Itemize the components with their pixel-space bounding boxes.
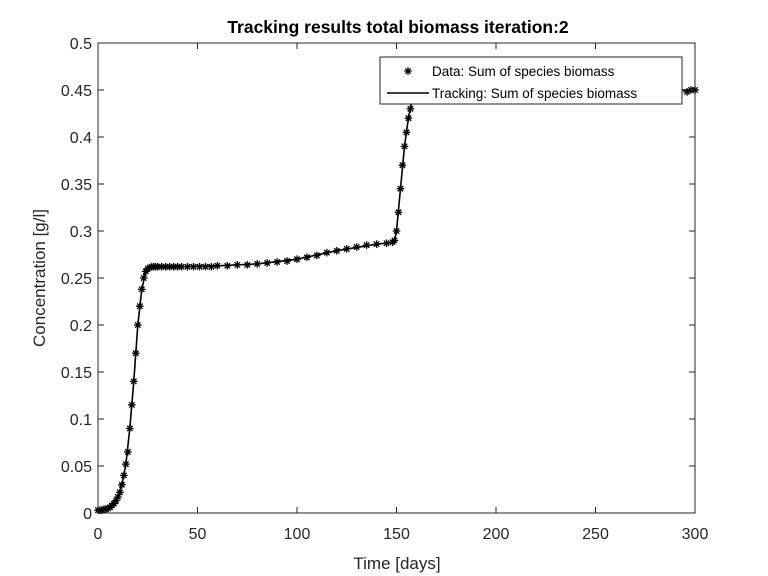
ticks-layer: 0 50 100 150 200 250 300 0 0.05 0.1 0.15 0.2 0.25 0.3… xyxy=(61,36,709,543)
data-point xyxy=(116,488,124,497)
data-point xyxy=(243,261,252,269)
data-point xyxy=(201,262,210,271)
data-point xyxy=(396,184,405,193)
data-point xyxy=(253,260,261,268)
data-point xyxy=(223,261,232,270)
data-point xyxy=(283,257,291,265)
data-point xyxy=(128,401,136,409)
x-axis-label: Time [days] xyxy=(353,554,440,573)
y-tick-label: 0.5 xyxy=(70,36,92,53)
data-point xyxy=(333,246,341,255)
data-point xyxy=(404,114,413,122)
data-point xyxy=(263,259,271,267)
x-tick-label: 300 xyxy=(682,526,709,543)
legend-entry-data: Data: Sum of species biomass xyxy=(432,64,615,79)
data-point xyxy=(233,261,242,269)
y-tick-label: 0.35 xyxy=(61,177,92,194)
data-point xyxy=(134,321,142,329)
y-tick-label: 0.25 xyxy=(61,271,92,288)
data-point xyxy=(137,285,146,294)
data-point xyxy=(132,349,140,357)
data-point xyxy=(400,142,409,151)
y-tick-label: 0.15 xyxy=(61,365,92,382)
data-point xyxy=(124,448,132,456)
data-point xyxy=(213,261,222,270)
data-point xyxy=(372,240,381,248)
axes-box xyxy=(97,42,696,514)
data-point xyxy=(139,274,148,282)
x-tick-label: 50 xyxy=(189,526,207,543)
x-tick-label: 0 xyxy=(94,526,103,543)
data-point xyxy=(130,377,138,386)
y-axis-label: Concentration [g/l] xyxy=(30,209,49,347)
legend-data-marker xyxy=(404,67,412,75)
x-tick-label: 150 xyxy=(383,526,410,543)
legend-box xyxy=(379,56,683,105)
data-point xyxy=(293,255,301,263)
data-point xyxy=(402,128,411,137)
y-tick-label: 0.3 xyxy=(70,224,92,241)
y-tick-label: 0.1 xyxy=(70,412,92,429)
y-tick-label: 0 xyxy=(83,506,92,523)
data-point xyxy=(394,208,403,216)
data-point xyxy=(342,245,351,253)
y-tick-label: 0.05 xyxy=(61,459,92,476)
data-point xyxy=(118,481,126,489)
data-point xyxy=(406,105,415,113)
legend-entry-tracking: Tracking: Sum of species biomass xyxy=(432,86,637,101)
data-point xyxy=(189,262,198,271)
data-point xyxy=(120,471,128,480)
data-point xyxy=(382,239,391,248)
y-tick-label: 0.4 xyxy=(70,130,92,147)
data-point xyxy=(398,161,407,169)
data-point xyxy=(207,262,216,271)
data-point xyxy=(313,251,321,260)
data-point xyxy=(352,243,361,251)
data-point xyxy=(392,227,401,235)
data-point xyxy=(135,302,144,310)
chart-title: Tracking results total biomass iteration… xyxy=(227,17,569,37)
legend: Data: Sum of species biomass Tracking: S… xyxy=(379,56,683,105)
data-point xyxy=(273,258,281,266)
legend-asterisk-icon xyxy=(404,67,412,75)
y-tick-label: 0.2 xyxy=(70,318,92,335)
x-tick-label: 100 xyxy=(284,526,311,543)
data-point xyxy=(323,248,331,257)
series-layer xyxy=(94,86,699,514)
plot-area xyxy=(97,42,696,514)
data-point xyxy=(362,241,371,249)
data-point xyxy=(126,424,134,433)
x-tick-label: 200 xyxy=(483,526,510,543)
data-point xyxy=(303,253,311,262)
data-point xyxy=(122,460,130,468)
x-tick-label: 250 xyxy=(582,526,609,543)
data-point xyxy=(390,236,399,245)
y-tick-label: 0.45 xyxy=(61,83,92,100)
